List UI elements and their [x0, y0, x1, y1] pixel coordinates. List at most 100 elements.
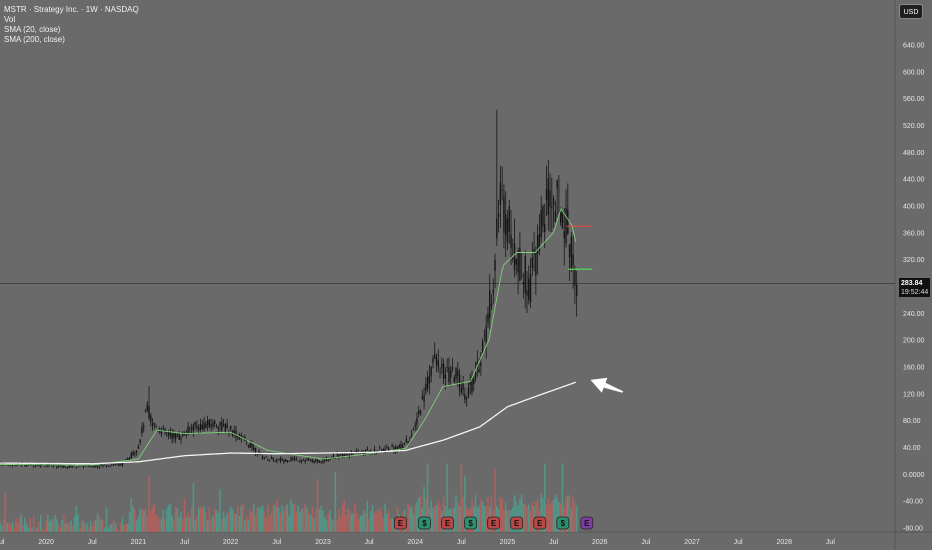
volume-bar	[20, 514, 23, 532]
candle-body	[205, 423, 207, 428]
volume-bar	[96, 513, 99, 532]
candle-body	[538, 234, 541, 251]
x-tick-label: Jul	[457, 539, 466, 546]
volume-bar	[442, 495, 445, 532]
candle-body	[318, 460, 321, 463]
candle-body	[111, 464, 113, 466]
candle-body	[233, 430, 235, 433]
volume-bar	[456, 502, 459, 532]
earnings-marker-glyph: E	[514, 519, 520, 528]
candle-body	[517, 250, 519, 273]
volume-bar	[417, 497, 420, 532]
candles	[0, 109, 578, 470]
candle-body	[481, 341, 484, 354]
volume-bar	[73, 516, 76, 532]
volume-bar	[481, 501, 484, 532]
volume-bar	[414, 505, 417, 532]
candle-body	[270, 457, 273, 459]
candle-body	[467, 387, 470, 397]
candle-body	[141, 427, 143, 434]
x-tick-label: Jul	[0, 539, 5, 546]
candle-body	[134, 453, 136, 455]
candle-body	[240, 435, 243, 439]
candle-body	[363, 452, 365, 455]
y-tick-label: 560.00	[903, 96, 925, 103]
volume-bar	[362, 510, 365, 532]
legend-symbol[interactable]: MSTR · Strategy Inc. · 1W · NASDAQ	[4, 5, 139, 14]
volume-bar	[352, 513, 354, 532]
candle-body	[419, 410, 422, 415]
candle-body	[409, 441, 411, 442]
volume-bar	[183, 498, 186, 532]
volume-bar	[439, 504, 441, 532]
candle-body	[96, 466, 99, 468]
candle-body	[403, 443, 406, 445]
volume-bar	[38, 521, 40, 532]
volume-bar	[229, 506, 232, 532]
candle-body	[4, 463, 7, 465]
legend-sma20[interactable]: SMA (20, close)	[4, 25, 61, 34]
volume-bar	[506, 510, 509, 532]
volume-bar	[50, 519, 53, 532]
volume-bar	[345, 514, 347, 532]
candle-body	[105, 466, 108, 467]
volume-bar	[181, 518, 184, 532]
candle-body	[190, 428, 193, 430]
volume-bar	[410, 506, 413, 532]
currency-button[interactable]: USD	[899, 4, 923, 19]
earnings-markers: E $ E $ E E E $ E	[394, 516, 594, 530]
candle-body	[253, 447, 255, 450]
earnings-marker-badge	[464, 516, 477, 530]
volume-bar	[412, 513, 415, 532]
volume-bar	[263, 510, 266, 532]
candle-body	[254, 447, 257, 453]
volume-bar	[34, 529, 37, 532]
volume-bar	[348, 509, 351, 532]
volume-bar	[215, 510, 218, 532]
volume-bar	[103, 528, 106, 532]
candle-body	[61, 465, 63, 468]
earnings-marker: $	[556, 516, 570, 530]
volume-bar	[235, 514, 237, 532]
volume-bar	[70, 520, 72, 532]
candle-body	[334, 458, 337, 459]
candle-body	[339, 453, 342, 454]
candle-body	[336, 453, 338, 455]
volume-bar	[86, 522, 88, 532]
candle-body	[119, 463, 122, 465]
candle-body	[265, 456, 267, 457]
candle-body	[465, 397, 468, 399]
volume-bar	[334, 471, 337, 532]
candle-body	[315, 459, 317, 461]
volume-bar	[359, 516, 362, 532]
volume-bar	[373, 512, 376, 532]
volume-bar	[256, 507, 259, 532]
candle-body	[343, 454, 345, 457]
candle-body	[565, 208, 567, 244]
x-tick-label: 2026	[592, 539, 608, 546]
volume-bar	[339, 517, 342, 532]
volume-bar	[464, 476, 466, 532]
candle-body	[425, 383, 427, 391]
candle-body	[0, 463, 1, 465]
y-tick-label: 480.00	[903, 150, 925, 157]
volume-bar	[176, 508, 179, 532]
candle-body	[304, 460, 306, 462]
legend-volume[interactable]: Vol	[4, 15, 16, 24]
volume-bar	[277, 507, 280, 532]
candle-body	[535, 250, 537, 276]
candle-body	[544, 224, 546, 232]
volume-bar	[150, 511, 152, 532]
volume-bar	[549, 503, 551, 532]
candle-body	[256, 453, 258, 455]
candle-body	[139, 439, 141, 443]
volume-bar	[270, 512, 273, 532]
volume-bar	[504, 503, 507, 532]
volume-bar	[316, 479, 319, 532]
legend-sma200[interactable]: SMA (200, close)	[4, 35, 65, 44]
candle-body	[400, 443, 402, 451]
candle-body	[196, 425, 198, 429]
volume-bar	[286, 503, 289, 532]
volume-bar	[423, 486, 425, 532]
